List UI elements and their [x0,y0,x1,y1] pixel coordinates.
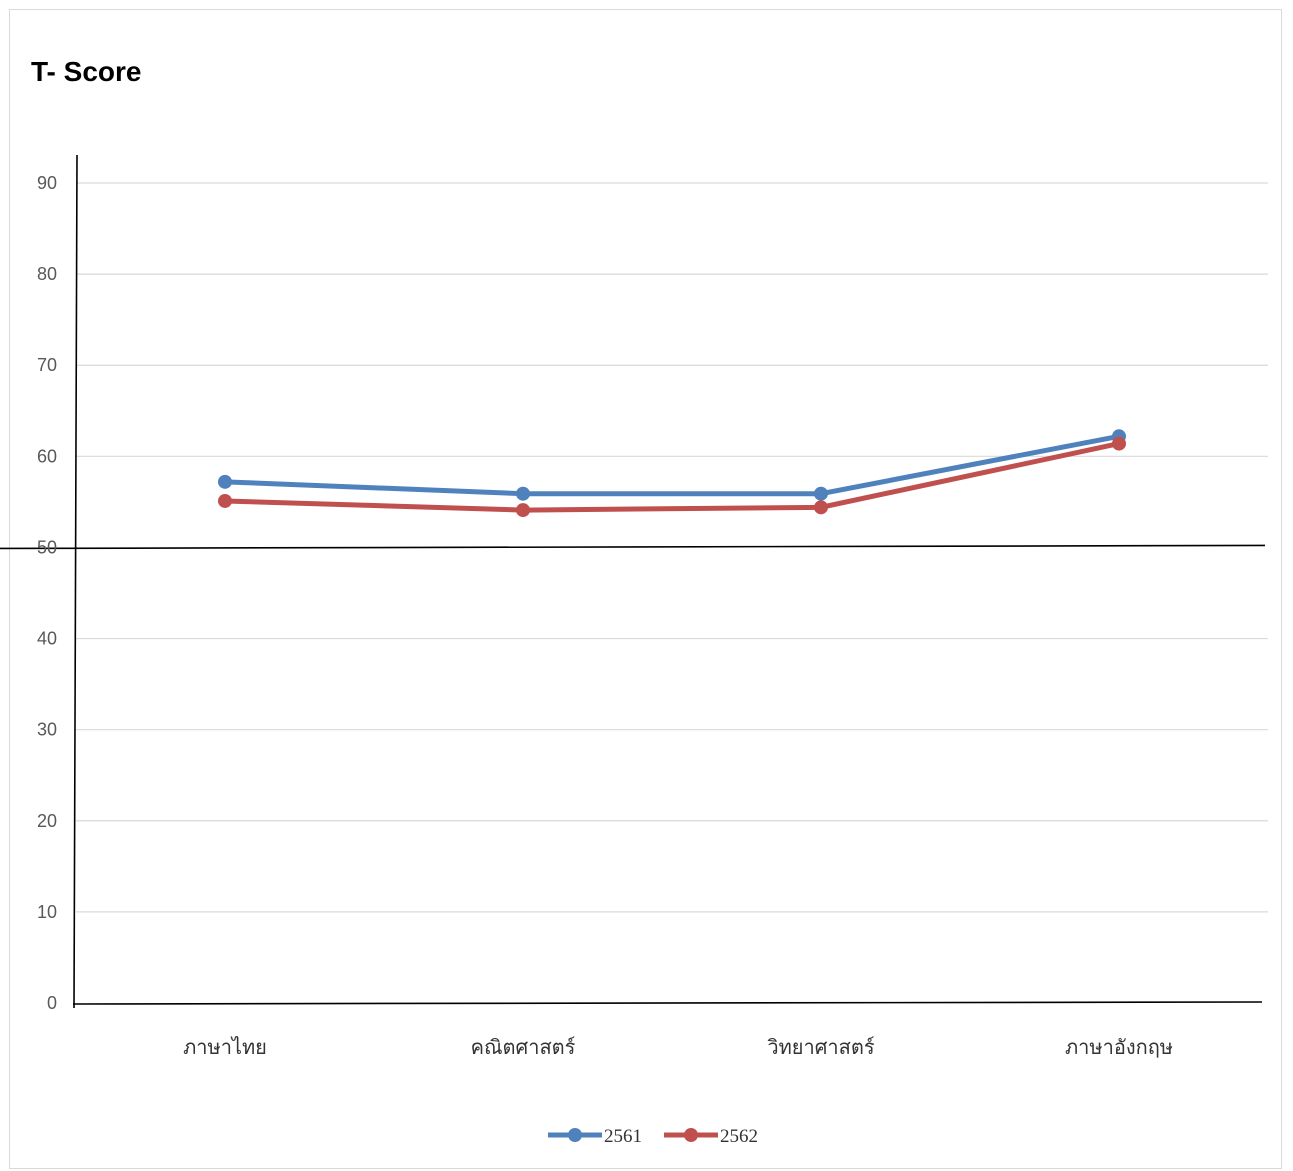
series-lines [222,433,1122,513]
x-tick-label: คณิตศาสตร์ [471,1036,576,1059]
axes [0,154,1266,1009]
x-tick-label: ภาษาไทย [183,1036,267,1059]
data-point-2562-3 [1112,436,1126,451]
x-axis-line [72,1001,1263,1005]
y-tick-label: 80 [37,264,57,284]
data-point-2562-2 [814,500,828,515]
y-tick-label: 20 [37,811,57,831]
data-point-2561-2 [814,486,828,501]
x-tick-label: วิทยาศาสตร์ [767,1036,874,1059]
legend: 2561 2562 [548,1126,758,1147]
legend-swatch-marker-2562 [684,1128,698,1142]
legend-label-2562: 2562 [720,1126,758,1147]
legend-label-2561: 2561 [604,1126,642,1147]
series-points [218,429,1126,518]
y-tick-label: 70 [37,355,57,375]
gridlines [76,182,1268,913]
reference-line-50 [0,544,1266,550]
data-point-2561-1 [516,486,530,501]
y-axis-ticks: 0 10 20 30 40 50 60 70 80 90 [37,173,57,1013]
data-point-2562-0 [218,493,232,508]
y-tick-label: 40 [37,629,57,649]
x-axis-ticks: ภาษาไทย คณิตศาสตร์ วิทยาศาสตร์ ภาษาอังกฤษ [183,1036,1173,1059]
chart-title: T- Score [31,56,142,87]
legend-swatch-marker-2561 [568,1128,582,1142]
y-tick-label: 10 [37,902,57,922]
y-tick-label: 0 [47,993,57,1013]
y-tick-label: 30 [37,720,57,740]
y-tick-label: 60 [37,446,57,466]
data-point-2562-1 [516,503,530,518]
data-point-2561-0 [218,474,232,489]
series-line-2562 [222,441,1122,513]
y-tick-label: 50 [37,537,57,557]
y-axis-line [73,154,78,1009]
x-tick-label: ภาษาอังกฤษ [1065,1037,1173,1059]
chart-frame [9,9,1282,1169]
y-tick-label: 90 [37,173,57,193]
series-line-2561 [222,433,1122,497]
